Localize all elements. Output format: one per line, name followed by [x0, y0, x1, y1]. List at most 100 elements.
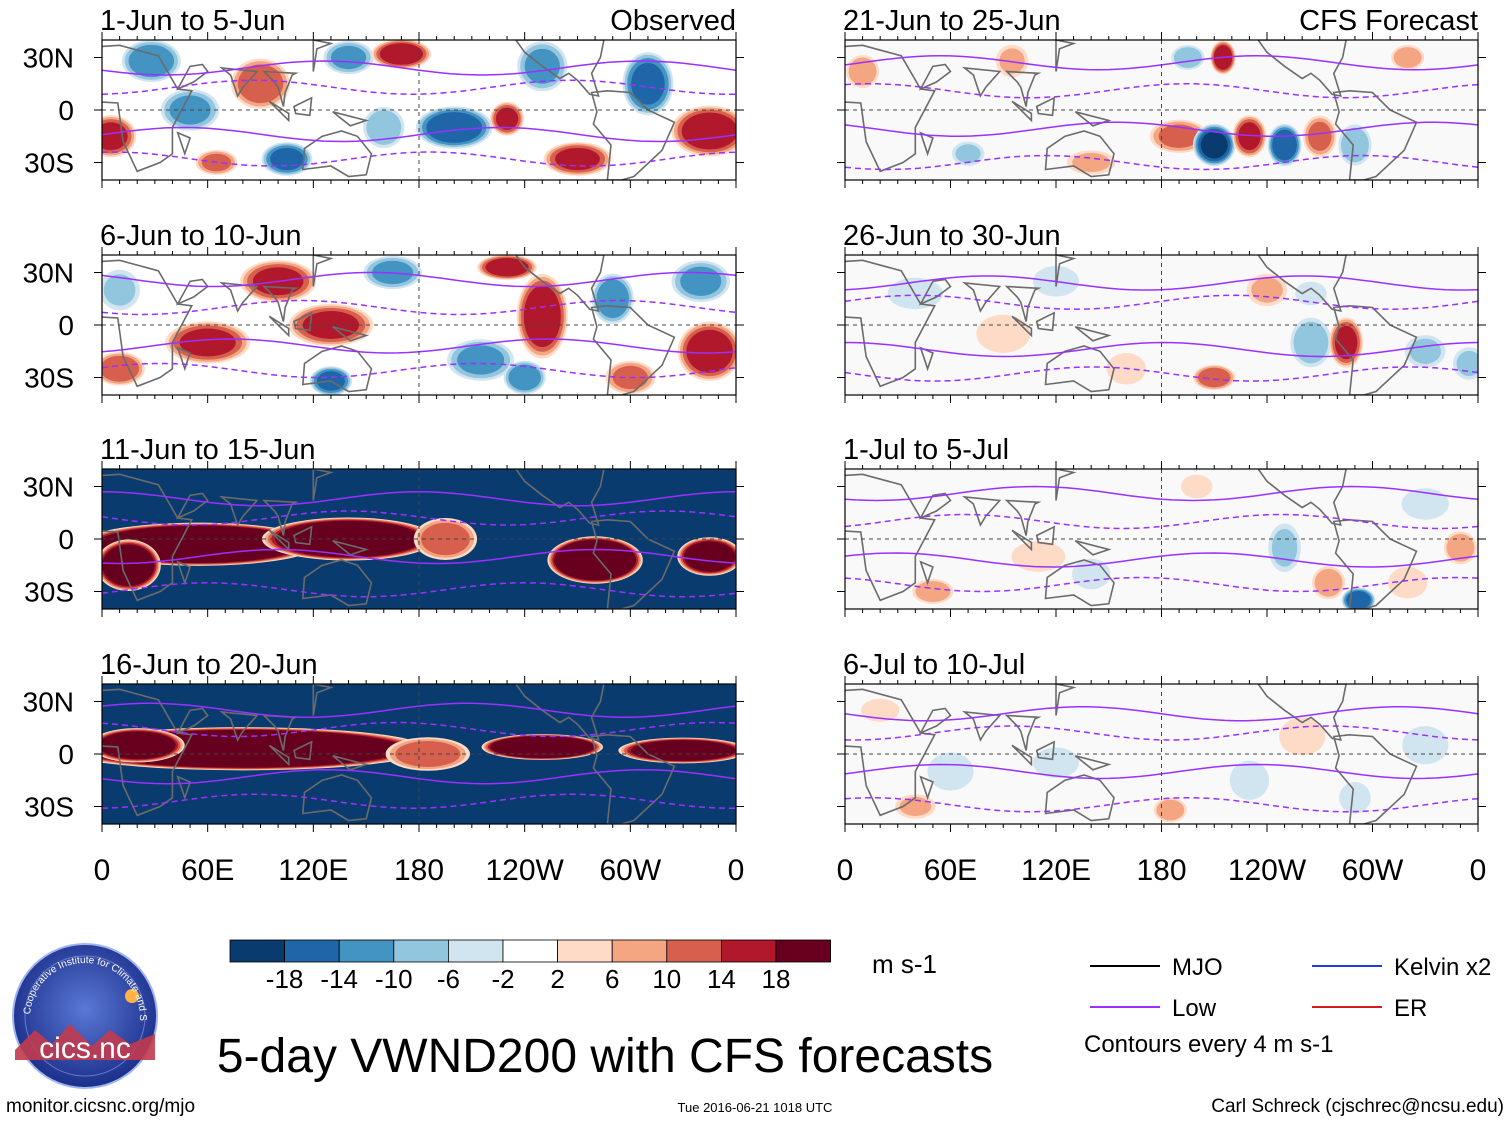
anomaly-blob — [363, 106, 405, 149]
shading-level — [999, 48, 1025, 74]
coastline — [219, 281, 259, 313]
shading-level — [1032, 747, 1080, 779]
panel-field — [845, 684, 1478, 824]
y-tick-label: 0 — [58, 524, 74, 555]
anomaly-blob — [927, 752, 974, 791]
shading-level — [860, 698, 900, 722]
x-tick-label: 120W — [1228, 854, 1307, 887]
coastline — [1004, 714, 1042, 751]
coastline — [268, 744, 290, 767]
y-tick-label: 0 — [58, 739, 74, 770]
coastline — [1055, 469, 1077, 501]
colorbar-swatch — [666, 939, 722, 963]
shading-level — [915, 581, 951, 602]
panel: 21-Jun to 25-Jun CFS Forecast — [837, 5, 1486, 188]
coastline — [312, 469, 334, 501]
colorbar-swatch — [338, 939, 395, 963]
coastline — [918, 707, 952, 735]
coastline — [845, 688, 936, 817]
coastline — [919, 775, 934, 801]
shading-level — [490, 735, 595, 759]
coastline — [301, 774, 373, 822]
x-tick-label: 0 — [1470, 854, 1487, 887]
shading-level — [630, 740, 736, 761]
shading-level — [102, 544, 155, 587]
low-contours — [845, 485, 1478, 593]
anomaly-blob — [671, 105, 736, 157]
shading-level — [1158, 124, 1200, 148]
coastline — [590, 518, 676, 609]
shading-level — [684, 541, 736, 572]
shading-level — [102, 355, 140, 382]
colorbar-tick-label: -2 — [491, 964, 514, 994]
x-tick-label: 0 — [94, 854, 111, 887]
coastline — [261, 285, 299, 322]
anomaly-blob — [447, 339, 515, 381]
anomaly-blob — [1443, 531, 1477, 565]
footer-url: monitor.cicsnc.org/mjo — [6, 1096, 195, 1117]
anomaly-blob — [846, 55, 880, 88]
colorbar-swatch — [557, 939, 613, 963]
low-contours — [102, 60, 736, 167]
colorbar-tick-label: 14 — [707, 964, 736, 994]
anomaly-blob — [371, 40, 432, 69]
anomaly-blob — [1452, 347, 1478, 380]
coastline — [1257, 40, 1347, 98]
coastline — [268, 315, 290, 338]
legend-item-label: Low — [1172, 995, 1217, 1022]
coastline — [261, 70, 299, 107]
shading-level — [270, 147, 304, 171]
low-contour-line — [102, 510, 736, 526]
coastline — [514, 469, 605, 527]
coastline — [918, 492, 952, 520]
shading-level — [1238, 122, 1261, 151]
colorbar-tick-label: 18 — [762, 964, 791, 994]
low-contour-line — [102, 151, 736, 167]
panel-field — [845, 469, 1478, 609]
shading-level — [366, 110, 402, 145]
panel-source-label: CFS Forecast — [1299, 5, 1478, 37]
anomaly-blob — [1180, 474, 1213, 499]
shading-level — [1272, 129, 1297, 161]
anomaly-blob — [1011, 541, 1066, 572]
y-tick-label: 30S — [24, 792, 74, 823]
coastline — [961, 281, 1002, 313]
low-contour-line — [845, 341, 1478, 358]
shading-level — [680, 266, 722, 296]
coastline — [293, 740, 313, 761]
coastline — [1257, 255, 1347, 313]
anomaly-blob — [1032, 747, 1080, 779]
coastline — [919, 560, 934, 586]
anomaly-blob — [1192, 123, 1236, 167]
coastline — [1074, 540, 1112, 556]
panel-period-label: 1-Jun to 5-Jun — [100, 5, 285, 37]
shading-level — [485, 258, 529, 277]
colorbar-tick-label: -18 — [266, 964, 304, 994]
logo-sun-icon — [125, 989, 139, 1003]
coastline — [219, 710, 259, 742]
coastline — [1332, 89, 1418, 180]
coastline — [845, 44, 936, 173]
panel-field — [102, 40, 736, 180]
shading-level — [1393, 47, 1422, 68]
anomaly-blob — [1171, 45, 1205, 70]
shading-level — [128, 44, 175, 78]
coastline — [312, 40, 334, 72]
shading-level — [1229, 760, 1270, 800]
x-tick-label: 120E — [278, 854, 348, 887]
anomaly-blob — [1387, 567, 1428, 599]
coastline — [1055, 40, 1077, 72]
y-tick-label: 30S — [24, 577, 74, 608]
shading-level — [1339, 782, 1371, 814]
coastline — [1044, 345, 1115, 393]
legend-contour-note: Contours every 4 m s-1 — [1084, 1031, 1333, 1058]
low-contour-line — [845, 154, 1478, 171]
coastline — [1332, 518, 1418, 609]
anomaly-blob — [1268, 523, 1301, 573]
shading-level — [421, 522, 470, 556]
panel-period-label: 16-Jun to 20-Jun — [100, 649, 318, 681]
anomaly-blob — [1193, 364, 1236, 391]
coastline — [268, 529, 290, 552]
y-tick-label: 30N — [23, 687, 74, 718]
y-tick-label: 30N — [23, 43, 74, 74]
